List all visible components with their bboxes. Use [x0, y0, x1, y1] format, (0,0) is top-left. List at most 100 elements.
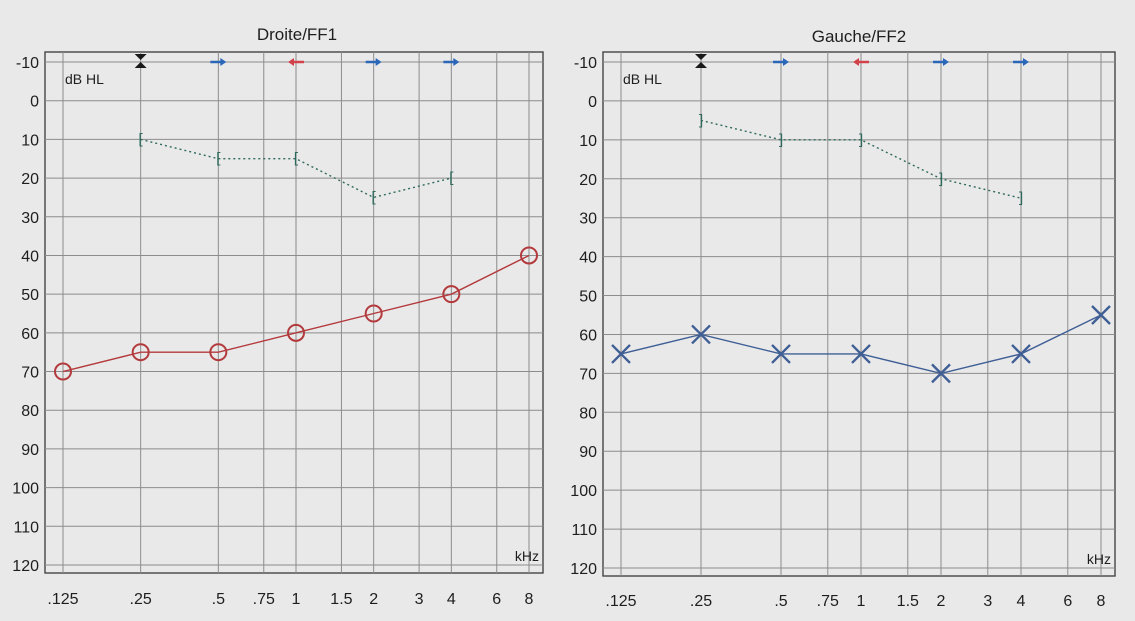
y-tick-label: 60	[579, 327, 597, 344]
marker-arrow-up	[134, 62, 147, 68]
top-marker	[1013, 58, 1029, 66]
data-point-bracket: [	[369, 188, 378, 206]
marker-arrow-down	[695, 54, 707, 60]
y-tick-label: 70	[579, 366, 597, 383]
top-marker	[210, 58, 227, 66]
y-tick-label: 110	[571, 522, 597, 539]
data-point-bracket: [	[291, 150, 300, 168]
x-axis-unit: kHz	[1087, 551, 1111, 567]
data-point-circle	[520, 246, 538, 265]
data-point-x	[1011, 344, 1031, 364]
data-point-circle	[287, 323, 305, 342]
x-tick-label: .25	[130, 591, 152, 608]
x-tick-label: 1.5	[330, 591, 352, 608]
x-tick-label: 8	[1097, 593, 1106, 610]
x-tick-label: 6	[1063, 593, 1072, 610]
top-marker	[134, 54, 147, 68]
y-tick-label: 80	[579, 405, 597, 422]
top-marker	[365, 58, 382, 66]
top-marker	[695, 54, 707, 68]
top-marker	[773, 58, 789, 66]
data-point-x	[771, 344, 791, 364]
data-point-bracket: ]	[856, 131, 865, 149]
series-line	[62, 254, 530, 373]
y-tick-label: 0	[588, 94, 597, 111]
marker-arrow-head	[943, 58, 949, 66]
y-tick-label: 100	[570, 483, 597, 500]
y-tick-label: 30	[579, 211, 597, 228]
marker-arrow-head	[853, 58, 859, 66]
x-tick-label: 6	[492, 591, 501, 608]
x-tick-label: 3	[983, 593, 992, 610]
top-marker	[933, 58, 949, 66]
x-tick-label: .5	[774, 593, 787, 610]
y-tick-label: 80	[21, 403, 39, 420]
marker-arrow-head	[1023, 58, 1029, 66]
chart-title: Gauche/FF2	[812, 27, 907, 46]
data-point-circle	[54, 362, 72, 381]
y-tick-label: 120	[570, 561, 597, 578]
x-tick-label: 3	[415, 591, 424, 608]
y-tick-label: 30	[21, 210, 39, 227]
data-point-x	[691, 324, 711, 345]
chart-frame	[602, 51, 1116, 577]
marker-arrow-head	[783, 58, 789, 66]
chart-frame	[44, 51, 544, 574]
x-tick-label: 4	[447, 591, 456, 608]
y-tick-label: 20	[21, 171, 39, 188]
y-tick-label: 10	[21, 132, 39, 149]
data-point-bracket: [	[447, 169, 456, 187]
y-tick-label: 40	[21, 248, 39, 265]
data-point-bracket: ]	[936, 170, 945, 188]
y-tick-label: -10	[574, 55, 597, 72]
y-tick-label: 100	[12, 481, 39, 498]
y-tick-label: 90	[21, 442, 39, 459]
x-tick-label: .75	[817, 593, 839, 610]
y-tick-label: 50	[21, 287, 39, 304]
series-line	[140, 138, 452, 199]
x-axis-unit: kHz	[515, 548, 539, 564]
y-axis-unit: dB HL	[65, 71, 104, 87]
y-tick-label: -10	[16, 55, 39, 72]
x-tick-label: .5	[212, 591, 225, 608]
data-point-x	[611, 344, 631, 364]
data-point-bracket: ]	[696, 111, 705, 129]
y-tick-label: 50	[579, 289, 597, 306]
y-tick-label: 40	[579, 250, 597, 267]
data-point-bracket: [	[214, 150, 223, 168]
data-point-circle	[442, 285, 461, 304]
y-tick-label: 110	[13, 519, 39, 536]
data-point-x	[931, 363, 951, 384]
data-point-bracket: ]	[776, 131, 785, 149]
data-point-x	[851, 344, 871, 364]
data-point-circle	[209, 343, 228, 362]
marker-arrow-head	[453, 58, 460, 66]
x-tick-label: 2	[937, 593, 946, 610]
x-tick-label: 1	[857, 593, 866, 610]
y-tick-label: 0	[30, 94, 39, 111]
y-tick-label: 90	[579, 444, 597, 461]
marker-arrow-up	[695, 62, 707, 68]
y-axis-unit: dB HL	[623, 71, 662, 87]
x-tick-label: 1	[292, 591, 301, 608]
x-tick-label: 4	[1017, 593, 1026, 610]
marker-arrow-head	[375, 58, 382, 66]
y-tick-label: 10	[579, 133, 597, 150]
x-tick-label: 2	[369, 591, 378, 608]
marker-arrow-head	[220, 58, 227, 66]
data-point-bracket: ]	[1016, 189, 1025, 207]
x-tick-label: .125	[47, 591, 78, 608]
y-tick-label: 20	[579, 172, 597, 189]
x-tick-label: 1.5	[897, 593, 919, 610]
chart-title: Droite/FF1	[257, 25, 337, 44]
x-tick-label: .125	[605, 593, 636, 610]
data-point-x	[1091, 305, 1111, 325]
data-point-bracket: [	[136, 130, 145, 148]
y-tick-label: 120	[12, 558, 39, 575]
y-tick-label: 60	[21, 326, 39, 343]
data-point-circle	[364, 304, 383, 323]
top-marker	[288, 58, 304, 66]
